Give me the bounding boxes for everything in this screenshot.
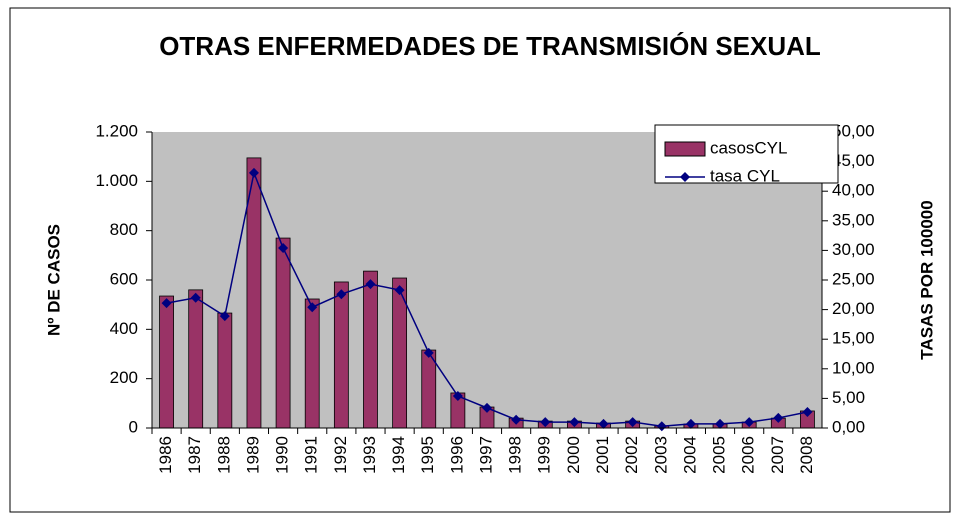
- x-tick-label: 2006: [739, 436, 758, 474]
- marker: [569, 417, 580, 428]
- plot: 0 200 400 600 800 1.000 1.200 0,00 5,00 10,00 15,0…: [95, 121, 874, 473]
- legend-swatch: [664, 141, 706, 157]
- y2-tick-label: 5,00: [832, 388, 865, 407]
- x-tick-label: 1993: [360, 436, 379, 474]
- bar: [188, 289, 204, 429]
- y2-tick-label: 35,00: [832, 210, 875, 229]
- y2-axis-title: TASAS POR 100000: [917, 200, 936, 359]
- x-tick-label: 2003: [651, 436, 670, 474]
- marker: [365, 279, 376, 290]
- marker: [278, 243, 289, 254]
- marker: [627, 417, 638, 428]
- marker: [511, 414, 522, 425]
- bar: [363, 270, 378, 429]
- x-tick-label: 2004: [680, 436, 699, 474]
- x-tick-label: 2008: [797, 436, 816, 474]
- y2-tick-label: 50,00: [832, 121, 875, 140]
- legend-marker: [680, 172, 690, 182]
- y2-tick-label: 20,00: [832, 299, 875, 318]
- legend-label: casosCYL: [710, 138, 787, 157]
- y-tick-label: 800: [110, 220, 138, 239]
- y2-tick-label: 25,00: [832, 269, 875, 288]
- marker: [248, 167, 259, 178]
- bar: [421, 349, 437, 429]
- marker: [715, 418, 726, 429]
- bar: [333, 281, 349, 429]
- bar: [275, 237, 291, 429]
- y2-tick-label: 0,00: [832, 417, 865, 436]
- bar: [217, 312, 233, 429]
- x-tick-label: 2005: [710, 436, 729, 474]
- x-tick-label: 1999: [535, 436, 554, 474]
- y2-tick-label: 45,00: [832, 151, 875, 170]
- y2-tick-label: 40,00: [832, 181, 875, 200]
- bar: [304, 298, 320, 429]
- y2-tick-label: 15,00: [832, 329, 875, 348]
- x-tick-label: 2007: [768, 436, 787, 474]
- x-tick-label: 2000: [564, 436, 583, 474]
- marker: [744, 417, 755, 428]
- marker: [598, 418, 609, 429]
- x-tick-label: 1989: [243, 436, 262, 474]
- marker: [190, 292, 201, 303]
- marker: [307, 302, 318, 313]
- x-tick-label: 1995: [418, 436, 437, 474]
- marker: [773, 412, 784, 423]
- y2-tick-label: 30,00: [832, 240, 875, 259]
- marker: [802, 407, 813, 418]
- x-tick-label: 1994: [389, 436, 408, 474]
- marker: [423, 347, 434, 358]
- legend: casosCYL tasa CYL: [654, 124, 839, 185]
- y-axis-title: Nº DE CASOS: [44, 224, 63, 336]
- x-tick-label: 1988: [214, 436, 233, 474]
- y-tick-label: 400: [110, 319, 138, 338]
- y-tick-label: 1.200: [95, 121, 138, 140]
- marker: [452, 391, 463, 402]
- marker: [161, 298, 172, 309]
- marker: [656, 421, 667, 432]
- marker: [685, 418, 696, 429]
- marker: [482, 402, 492, 413]
- x-tick-label: 1991: [302, 436, 321, 474]
- x-tick-label: 1987: [185, 436, 204, 474]
- marker: [540, 417, 551, 428]
- marker: [336, 289, 347, 300]
- marker: [219, 311, 230, 322]
- y-tick-label: 1.000: [95, 171, 138, 190]
- y-tick-label: 0: [129, 417, 138, 436]
- y2-tick-label: 10,00: [832, 358, 875, 377]
- y-tick-label: 200: [110, 368, 138, 387]
- legend-label: tasa CYL: [710, 166, 780, 185]
- chart-title: OTRAS ENFERMEDADES DE TRANSMISIÓN SEXUAL: [159, 31, 821, 61]
- marker: [394, 285, 405, 296]
- x-tick-label: 2001: [593, 436, 612, 474]
- x-tick-label: 1996: [447, 436, 466, 474]
- x-tick-label: 2002: [622, 436, 641, 474]
- x-tick-label: 1998: [506, 436, 525, 474]
- bar: [159, 295, 174, 429]
- y-tick-label: 600: [110, 269, 138, 288]
- x-tick-label: 1997: [476, 436, 495, 474]
- x-tick-label: 1992: [331, 436, 350, 474]
- x-tick-label: 1986: [156, 436, 175, 474]
- x-tick-label: 1990: [273, 436, 292, 474]
